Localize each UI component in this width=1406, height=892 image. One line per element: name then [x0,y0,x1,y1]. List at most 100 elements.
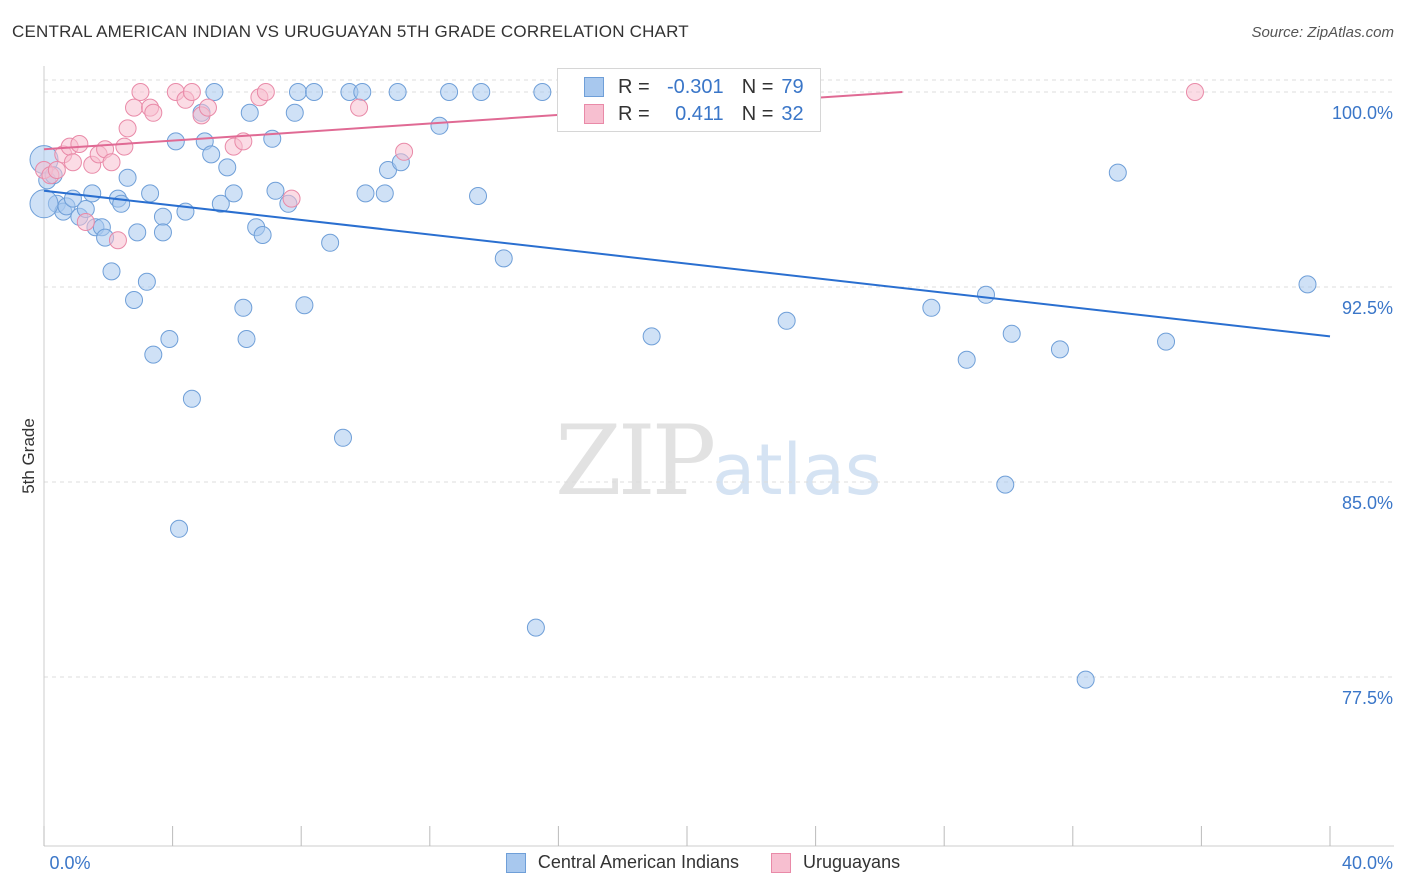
legend-row-uruguayan: R = 0.411 N = 32 [584,103,804,125]
data-point-uruguayan [70,135,89,153]
data-point-central-american [1050,340,1069,359]
data-point-uruguayan [144,103,163,122]
n-value: 32 [781,102,804,125]
watermark: ZIPatlas [555,405,881,517]
data-point-uruguayan [182,83,201,101]
data-point-uruguayan [47,161,66,179]
data-point-central-american [218,158,237,177]
y-axis-label: 5th Grade [19,418,38,494]
data-point-uruguayan [131,83,150,101]
data-point-central-american [153,223,172,242]
data-point-central-american [182,389,201,408]
data-point-central-american [642,327,661,346]
data-point-uruguayan [76,213,95,231]
data-point-central-american [469,187,488,205]
data-point-central-american [141,184,160,203]
legend-label: Uruguayans [803,852,901,872]
legend-swatch-pink [584,104,604,124]
n-label: N = [741,102,774,125]
data-point-central-american [266,181,285,200]
data-point-uruguayan [198,98,217,117]
data-point-central-american [388,83,407,101]
data-point-central-american [137,272,156,291]
legend-swatch-blue [584,77,604,97]
data-point-central-american [153,207,172,226]
x-tick-label: 40.0% [1342,853,1393,873]
legend-item-uruguayan: Uruguayans [771,852,900,873]
source-label: Source: ZipAtlas.com [1251,24,1394,41]
data-point-uruguayan [1185,83,1204,101]
data-point-uruguayan [256,83,275,101]
data-point-central-american [295,296,314,315]
watermark-zip: ZIP [555,405,716,517]
x-tick-label: 0.0% [49,853,90,873]
data-point-central-american [440,83,459,101]
legend-swatch-pink [771,852,792,873]
r-value: 0.411 [675,102,724,125]
data-point-central-american [288,83,307,101]
data-point-central-american [237,330,256,348]
data-point-central-american [996,475,1015,494]
data-point-central-american [102,262,121,281]
data-point-central-american [144,345,163,364]
data-point-uruguayan [108,231,127,250]
data-point-uruguayan [395,142,414,161]
data-point-central-american [494,249,513,268]
data-point-central-american [430,116,449,135]
data-point-central-american [1157,332,1176,351]
data-point-central-american [957,350,976,369]
data-point-central-american [128,223,147,242]
data-point-central-american [305,83,324,101]
data-point-central-american [1076,670,1095,689]
y-tick-label: 85.0% [1342,493,1393,513]
data-point-central-american [112,194,131,213]
data-point-central-american [234,298,253,317]
data-point-central-american [922,298,941,317]
data-point-central-american [1002,324,1021,343]
data-point-central-american [777,311,796,330]
legend-item-central-american: Central American Indians [505,852,740,873]
data-point-uruguayan [115,137,134,156]
legend-label: Central American Indians [537,852,740,872]
data-point-uruguayan [118,119,137,138]
data-point-central-american [375,184,394,203]
y-tick-label: 100.0% [1332,103,1393,123]
data-point-central-american [285,103,304,122]
data-point-central-american [321,233,340,252]
n-value: 79 [781,75,804,98]
legend-swatch-blue [505,852,526,873]
legend-row-central-american: R = -0.301 N = 79 [584,76,804,98]
n-label: N = [741,75,774,98]
data-point-central-american [533,83,552,101]
data-point-central-american [240,103,259,122]
data-point-central-american [160,330,179,348]
data-point-uruguayan [350,98,369,117]
data-point-central-american [211,194,230,213]
y-tick-label: 77.5% [1342,688,1393,708]
data-point-central-american [125,291,144,309]
data-point-uruguayan [102,153,121,172]
data-point-uruguayan [282,189,301,208]
data-point-central-american [83,184,102,203]
data-point-central-american [356,184,375,203]
data-point-uruguayan [125,98,144,117]
r-label: R = [618,75,650,98]
data-point-uruguayan [63,153,82,172]
data-point-central-american [976,285,995,304]
series-legend: Central American Indians Uruguayans [0,852,1406,873]
data-point-central-american [526,618,545,637]
r-label: R = [618,102,650,125]
data-point-central-american [1108,163,1127,182]
data-point-central-american [170,519,189,538]
chart-title: CENTRAL AMERICAN INDIAN VS URUGUAYAN 5TH… [12,22,689,41]
data-point-central-american [472,83,491,101]
data-point-central-american [333,428,352,447]
r-value: -0.301 [666,75,724,98]
data-point-central-american [1298,275,1317,294]
stats-legend: R = -0.301 N = 79 R = 0.411 N = 32 [557,68,821,132]
data-point-central-american [202,145,221,164]
trendline-central-american [43,189,1331,338]
data-point-central-american [224,184,243,203]
data-point-central-american [29,189,59,219]
